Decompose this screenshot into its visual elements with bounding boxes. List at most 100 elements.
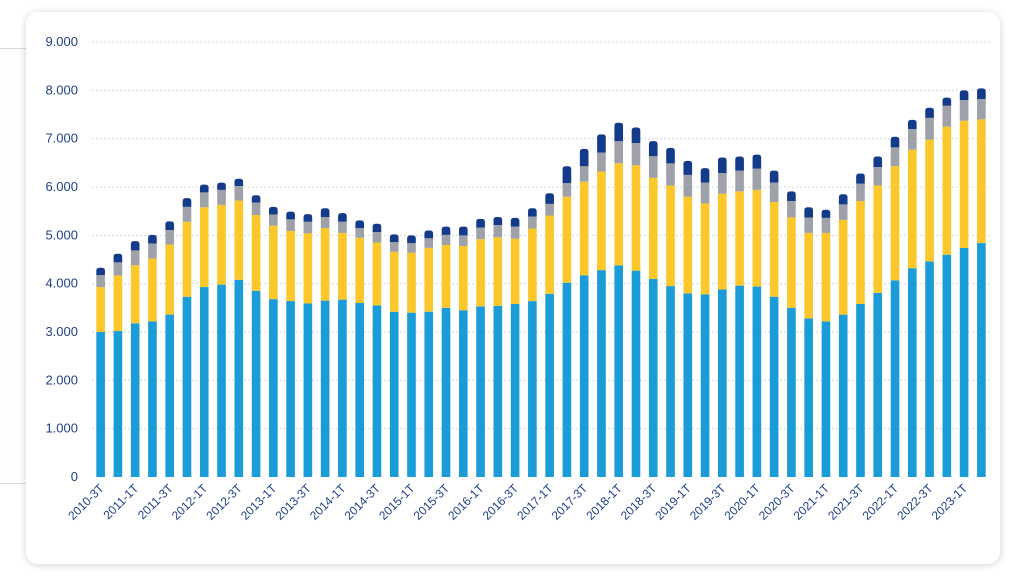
bar-segment [320,300,330,477]
chart-card: 0 1.000 2.000 3.000 4.000 5.000 6.000 7.000 8.00… [26,12,1000,564]
x-tick-label: 2021-3T [825,481,867,523]
bar-segment [579,275,589,477]
bar-segment [199,207,209,288]
bar-segment [890,147,900,167]
bar-segment [372,223,382,232]
y-tick-label: 8.000 [45,82,78,97]
bar-segment [769,201,779,297]
bar-segment [355,303,364,477]
bar-segment [683,174,693,197]
y-tick-label: 2.000 [45,372,78,387]
bar-segment [389,311,399,477]
bar-segment [700,168,710,183]
bar-segment [683,196,693,294]
bar-segment [787,307,796,477]
bar-segment [925,139,934,262]
bar-segment [907,129,917,150]
bar-segment [718,289,727,477]
bar-segment [545,293,554,477]
bar-segment [718,157,727,173]
bar-segment [320,208,330,217]
bar-segment [769,170,779,183]
bar-segment [251,215,261,291]
bar-segment [234,279,244,477]
y-tick-label: 4.000 [45,276,78,291]
bar-segment [873,156,883,168]
bar-segment [528,228,537,302]
bar-segment [787,217,796,308]
bar-segment [407,243,416,253]
bar-segment [113,262,123,276]
bar-segment [476,306,485,477]
bar-segment [942,126,952,255]
bar-segment [303,303,313,477]
bar-segment [562,196,572,283]
x-tick-label: 2019-1T [652,481,694,523]
bar-segment [631,143,641,166]
bar-segment [441,307,451,477]
bar-segment [303,221,313,234]
bar-segment [821,209,831,218]
bar-segment [286,230,295,302]
bar-segment [787,191,796,202]
bar-segment [96,274,105,288]
x-tick-label: 2017-3T [549,481,591,523]
bar-segment [631,270,641,477]
bar-segment [165,221,175,231]
bar-segment [959,120,969,248]
bar-segment [856,303,865,477]
bar-segment [752,154,762,169]
bar-segment [372,231,382,243]
bar-segment [597,171,606,271]
bar-segment [113,253,123,263]
bar-segment [148,321,157,477]
x-tick-label: 2013-3T [272,481,314,523]
bar-segment [735,191,744,286]
y-tick-label: 0 [71,469,78,484]
bar-segment [113,331,123,477]
bar-segment [597,270,606,477]
bar-segment [130,323,140,477]
bar-segment [804,217,813,233]
bar-segment [528,301,537,477]
bar-segment [977,119,986,244]
bar-segment [217,204,226,285]
bar-segment [752,286,762,477]
bar-segment [407,252,416,313]
bar-segment [890,136,900,148]
bar-segment [666,163,675,186]
bar-segment [631,165,641,271]
bar-segment [476,227,485,240]
bar-segment [407,235,416,244]
y-tick-label: 5.000 [45,227,78,242]
bar-segment [787,201,796,218]
y-tick-label: 3.000 [45,324,78,339]
bar-segment [718,172,727,194]
bar-segment [666,286,675,477]
x-tick-label: 2012-3T [203,481,245,523]
bar-segment [648,141,658,157]
bar-segment [182,221,192,297]
bar-segment [96,287,105,332]
bar-segment [942,254,952,477]
bar-segment [148,258,157,322]
bar-segment [648,278,658,477]
bar-segment [907,149,917,269]
bar-segment [700,182,710,204]
bar-segment [579,148,589,167]
bar-segment [424,238,434,248]
bar-segment [562,282,572,477]
bar-segment [735,156,744,171]
y-tick-label: 6.000 [45,179,78,194]
bar-segment [821,232,831,322]
x-tick-label: 2021-1T [791,481,833,523]
bar-segment [648,177,658,279]
bar-segment [269,299,278,477]
bar-segment [925,107,934,118]
bar-segment [562,166,572,184]
bar-segment [424,230,434,239]
bar-segment [838,219,848,315]
x-tick-label: 2011-3T [135,481,176,522]
bar-segment [873,167,883,186]
bar-segment [873,292,883,477]
